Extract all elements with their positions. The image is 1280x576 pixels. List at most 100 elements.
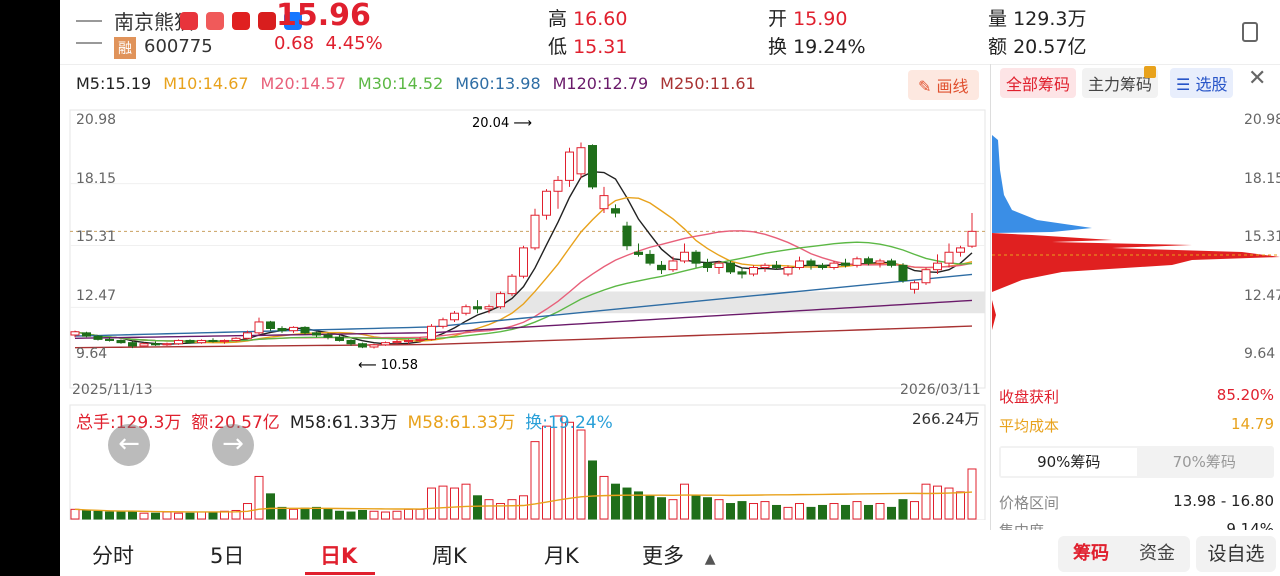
tab-all-chips[interactable]: 全部筹码 <box>1000 68 1077 98</box>
candle-body <box>898 264 908 282</box>
candle-body <box>714 262 724 268</box>
turnover-stat: 换 19.24% <box>768 32 866 59</box>
candle-body <box>680 251 689 262</box>
next-arrow-button[interactable]: → <box>212 424 254 466</box>
volume-bar <box>726 503 735 520</box>
candle <box>220 339 229 344</box>
candle-body <box>887 260 896 266</box>
volume-bar <box>392 510 402 520</box>
candle <box>680 243 689 264</box>
candle-body <box>645 253 655 264</box>
candle <box>93 335 103 341</box>
volume-bar <box>714 499 724 520</box>
ma-legend-item: M30:14.52 <box>357 74 444 93</box>
volume-bar <box>542 425 551 520</box>
candle <box>668 256 678 272</box>
volume-bar <box>611 483 620 520</box>
volume-bar <box>795 503 804 520</box>
draw-line-label: 画线 <box>936 77 969 96</box>
label: 高 <box>548 8 568 30</box>
candle <box>346 339 356 346</box>
candle <box>818 263 827 270</box>
candle-body <box>737 271 747 275</box>
draw-line-button[interactable]: ✎ 画线 <box>908 70 979 100</box>
tab-intraday[interactable]: 分时 <box>92 544 134 568</box>
vol-ma-b: M58:61.33万 <box>407 413 516 433</box>
alipay-icon[interactable] <box>284 12 302 30</box>
candle-body <box>404 339 413 343</box>
volume-frame <box>69 404 986 520</box>
candle <box>197 339 206 344</box>
candle <box>496 291 505 309</box>
volume-bar <box>783 506 793 520</box>
volume-bar <box>116 511 126 520</box>
menu-icon[interactable] <box>76 20 102 44</box>
tab-weekly-k[interactable]: 周K <box>432 544 467 568</box>
candle <box>841 258 850 268</box>
candle-body <box>208 339 218 343</box>
tab-main-chips[interactable]: 主力筹码 <box>1082 66 1159 98</box>
volume-bar <box>185 512 195 520</box>
volume-bar <box>461 483 471 520</box>
price-tick: 18.15 <box>1244 170 1280 187</box>
volume-bar <box>772 504 781 520</box>
app-icon[interactable] <box>180 12 198 30</box>
volume-bar <box>553 415 563 520</box>
tab-5day[interactable]: 5日 <box>210 544 245 568</box>
amount-stat: 额 20.57亿 <box>988 32 1086 59</box>
candle-body <box>749 266 758 275</box>
avg-cost-label: 平均成本 <box>999 417 1060 435</box>
high-value: 20.04 <box>472 116 510 131</box>
volume-bar <box>737 501 747 520</box>
candle-body <box>668 260 678 271</box>
volume-bar <box>841 504 850 520</box>
prev-arrow-button[interactable]: ← <box>108 424 150 466</box>
add-watchlist-button[interactable]: 设自选 <box>1196 536 1276 572</box>
app-icon[interactable] <box>206 12 224 30</box>
candle <box>415 337 425 343</box>
candle-body <box>967 230 977 247</box>
close-icon[interactable]: ✕ <box>1248 66 1267 91</box>
candle <box>335 335 344 342</box>
candle <box>70 330 80 338</box>
candle <box>358 342 367 349</box>
divider <box>60 64 1280 65</box>
rotate-screen-icon[interactable] <box>1242 22 1258 42</box>
tab-daily-k[interactable]: 日K <box>320 544 358 568</box>
candle-body <box>116 339 126 344</box>
app-icon[interactable] <box>258 12 276 30</box>
candle-body <box>795 260 804 268</box>
tab-stock-pick[interactable]: ☰ 选股 <box>1170 68 1234 98</box>
candle <box>507 274 517 296</box>
candle-body <box>841 262 850 266</box>
candle <box>944 243 954 268</box>
candle-body <box>162 343 172 346</box>
vol-ma-a: M58:61.33万 <box>289 413 398 433</box>
total-amount: 额:20.57亿 <box>191 413 280 433</box>
concentration-row: 集中度 9.14% <box>992 518 1280 530</box>
high-annotation: 20.04 ⟶ <box>472 116 532 131</box>
candlestick-chart[interactable] <box>60 100 990 520</box>
candle-body <box>726 262 735 273</box>
volume-bar <box>864 504 873 520</box>
candle-body <box>956 247 965 253</box>
funds-button[interactable]: 资金 <box>1139 543 1175 564</box>
app-icon[interactable] <box>232 12 250 30</box>
chips-button[interactable]: 筹码 <box>1073 543 1109 564</box>
seg-70[interactable]: 70%筹码 <box>1172 453 1236 471</box>
candle-body <box>588 145 597 188</box>
candle <box>772 260 781 270</box>
candle <box>323 332 333 340</box>
volume-bar <box>70 508 80 520</box>
tab-monthly-k[interactable]: 月K <box>544 544 579 568</box>
candle <box>749 265 758 277</box>
seg-90[interactable]: 90%筹码 <box>1001 448 1137 476</box>
chart-frame <box>69 109 986 389</box>
candle <box>243 330 252 340</box>
candle-body <box>197 339 206 344</box>
tab-more[interactable]: 更多 ▲ <box>642 540 715 570</box>
candle-body <box>484 306 494 310</box>
candle-body <box>519 247 528 277</box>
volume-bar <box>691 495 701 520</box>
candle-body <box>70 331 80 336</box>
